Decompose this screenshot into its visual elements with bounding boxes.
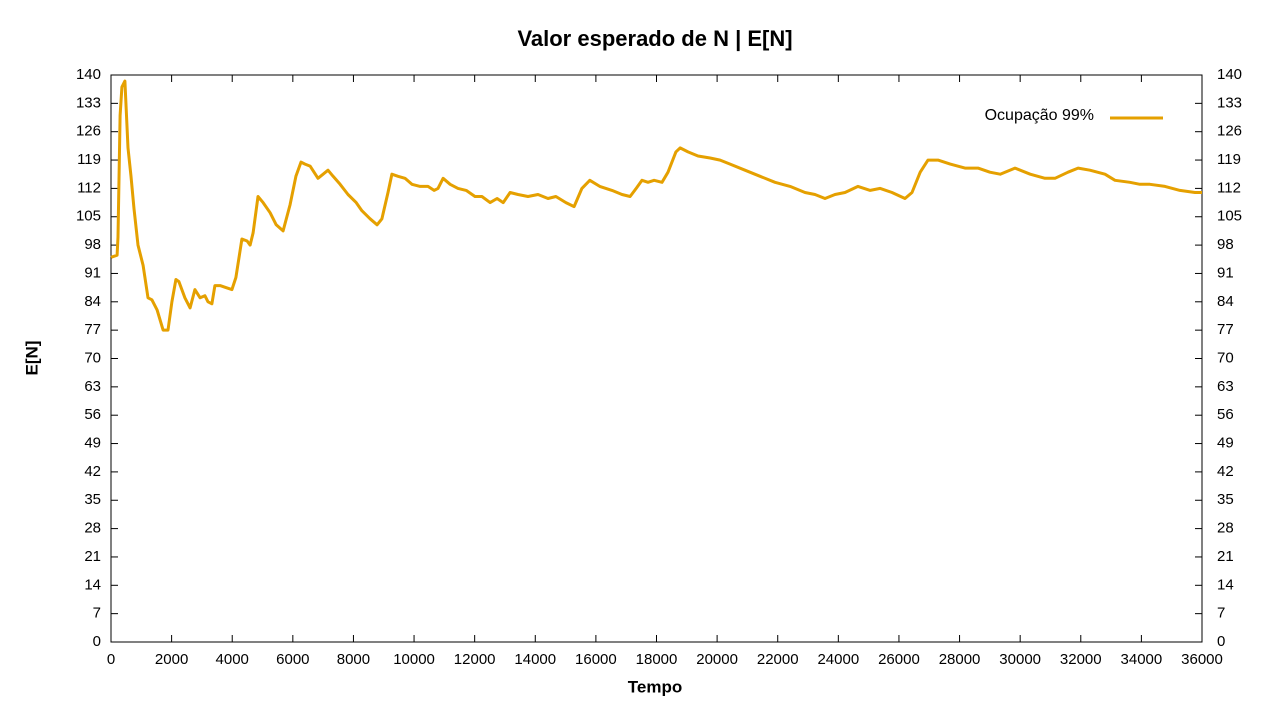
y-tick-label: 105	[76, 208, 101, 225]
x-tick-label: 10000	[393, 651, 435, 668]
y2-tick-label: 105	[1217, 208, 1242, 225]
y2-tick-label: 42	[1217, 463, 1234, 480]
y2-tick-label: 63	[1217, 378, 1234, 395]
y-tick-label: 28	[84, 520, 101, 537]
y2-tick-label: 77	[1217, 321, 1234, 338]
x-axis-label: Tempo	[628, 677, 682, 696]
y2-tick-label: 112	[1217, 179, 1241, 196]
y-tick-label: 119	[77, 151, 101, 168]
y2-tick-label: 119	[1217, 151, 1241, 168]
x-tick-label: 30000	[999, 651, 1041, 668]
x-tick-label: 0	[107, 651, 115, 668]
y2-tick-label: 91	[1217, 264, 1234, 281]
y-tick-label: 7	[93, 605, 101, 622]
y-tick-label: 133	[76, 94, 101, 111]
y2-tick-label: 35	[1217, 491, 1234, 508]
x-tick-label: 28000	[939, 651, 981, 668]
x-tick-label: 36000	[1181, 651, 1223, 668]
y-tick-label: 112	[77, 179, 101, 196]
y-axis-label: E[N]	[22, 341, 41, 376]
x-tick-label: 4000	[216, 651, 249, 668]
x-tick-label: 6000	[276, 651, 309, 668]
y-tick-label: 0	[93, 633, 101, 650]
y2-tick-label: 70	[1217, 349, 1234, 366]
y2-tick-label: 56	[1217, 406, 1234, 423]
x-tick-label: 24000	[817, 651, 859, 668]
y-tick-label: 98	[84, 236, 101, 253]
data-line	[110, 79, 1202, 332]
x-tick-label: 2000	[155, 651, 188, 668]
y-tick-label: 91	[84, 264, 101, 281]
chart-title: Valor esperado de N | E[N]	[517, 26, 792, 51]
y2-tick-label: 126	[1217, 123, 1242, 140]
y2-tick-label: 84	[1217, 293, 1234, 310]
y2-tick-label: 14	[1217, 576, 1234, 593]
x-tick-label: 20000	[696, 651, 738, 668]
y-tick-label: 42	[84, 463, 101, 480]
x-tick-label: 22000	[757, 651, 799, 668]
legend-label: Ocupação 99%	[985, 107, 1094, 124]
y-tick-label: 140	[76, 66, 101, 83]
y-tick-label: 14	[84, 576, 101, 593]
y2-tick-label: 133	[1217, 94, 1242, 111]
x-tick-label: 34000	[1121, 651, 1163, 668]
y2-tick-label: 98	[1217, 236, 1234, 253]
y-tick-label: 49	[84, 435, 101, 452]
x-tick-label: 8000	[337, 651, 370, 668]
y-tick-label: 77	[84, 321, 101, 338]
y-tick-label: 126	[76, 123, 101, 140]
y-tick-label: 70	[84, 349, 101, 366]
y2-tick-label: 21	[1217, 548, 1234, 565]
y-tick-label: 63	[84, 378, 101, 395]
x-tick-label: 32000	[1060, 651, 1102, 668]
y2-tick-label: 7	[1217, 605, 1225, 622]
y-tick-label: 56	[84, 406, 101, 423]
y-tick-label: 35	[84, 491, 101, 508]
x-tick-label: 26000	[878, 651, 920, 668]
y2-tick-label: 49	[1217, 435, 1234, 452]
y2-tick-label: 28	[1217, 520, 1234, 537]
y-tick-label: 84	[84, 293, 101, 310]
y2-tick-label: 140	[1217, 66, 1242, 83]
x-tick-label: 12000	[454, 651, 496, 668]
x-tick-label: 18000	[636, 651, 678, 668]
x-tick-label: 14000	[514, 651, 556, 668]
plot-frame	[110, 74, 1203, 643]
y2-tick-label: 0	[1217, 633, 1225, 650]
x-tick-label: 16000	[575, 651, 617, 668]
y-tick-label: 21	[84, 548, 101, 565]
